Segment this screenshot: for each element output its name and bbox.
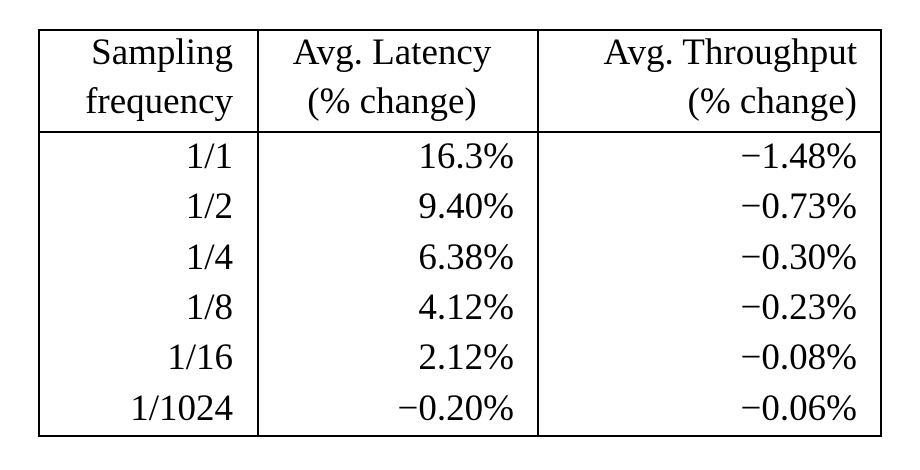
cell-frequency: 1/16 <box>167 337 233 378</box>
cell-latency: −0.20% <box>397 388 514 429</box>
cell-throughput: −0.30% <box>740 237 857 278</box>
header-throughput-line1: Avg. Throughput <box>603 32 857 73</box>
results-table: Sampling frequency Avg. Latency (% chang… <box>38 29 882 437</box>
column-divider <box>257 31 259 435</box>
cell-throughput: −0.73% <box>740 186 857 227</box>
cell-throughput: −1.48% <box>740 136 857 177</box>
cell-latency: 4.12% <box>418 287 514 328</box>
header-latency-line1: Avg. Latency <box>292 32 492 73</box>
cell-frequency: 1/1 <box>185 136 233 177</box>
cell-throughput: −0.23% <box>740 287 857 328</box>
cell-frequency: 1/1024 <box>130 388 233 429</box>
cell-throughput: −0.08% <box>740 337 857 378</box>
header-divider <box>40 131 880 133</box>
header-throughput-line2: (% change) <box>687 81 857 122</box>
cell-frequency: 1/4 <box>185 237 233 278</box>
cell-latency: 9.40% <box>418 186 514 227</box>
header-sampling-line2: frequency <box>85 81 233 122</box>
cell-latency: 16.3% <box>418 136 514 177</box>
cell-throughput: −0.06% <box>740 388 857 429</box>
cell-frequency: 1/8 <box>185 287 233 328</box>
cell-latency: 6.38% <box>418 237 514 278</box>
cell-latency: 2.12% <box>418 337 514 378</box>
header-latency-line2: (% change) <box>307 81 477 122</box>
cell-frequency: 1/2 <box>185 186 233 227</box>
header-sampling-line1: Sampling <box>91 32 233 73</box>
column-divider <box>537 31 539 435</box>
